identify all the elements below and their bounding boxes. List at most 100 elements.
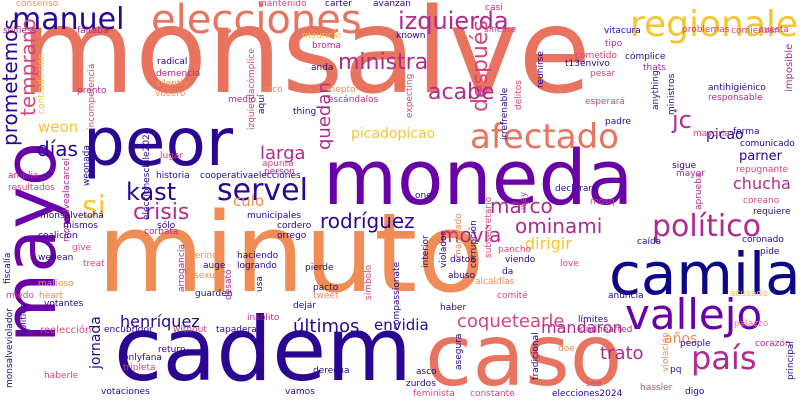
word-haciendo: haciendo (237, 251, 279, 261)
word-auge: auge (203, 261, 226, 271)
word-antihigienico: antihigiénico (708, 83, 766, 93)
word-consenso: consenso (16, 0, 59, 9)
word-tweet: tweet (313, 291, 339, 301)
word-casi: casi (485, 3, 503, 13)
word-cooperativaelecciones: cooperativaelecciones (200, 171, 301, 181)
word-movia: movía (440, 223, 502, 247)
word-padre: padre (605, 117, 631, 127)
word-radical: radical (157, 57, 188, 67)
word-corbata: corbata (144, 227, 179, 237)
word-merino: merino (186, 251, 218, 261)
word-inepto: inepto (327, 85, 356, 95)
word-envidia: envidia (374, 316, 429, 334)
word-escandalos: escándalos (328, 95, 379, 105)
word-heart: heart (39, 291, 63, 301)
word-way: way (519, 191, 529, 210)
word-tradicional: tradicional (531, 332, 541, 380)
word-camila: camila (609, 240, 800, 308)
word-resultados: resultados (8, 183, 55, 193)
word-caida: caída (637, 237, 662, 247)
word-caso: caso (425, 306, 623, 400)
word-derecha: derecha (313, 366, 350, 376)
word-cadem: cadem (114, 298, 413, 400)
word-dias: días (37, 137, 78, 161)
word-si: si (82, 190, 106, 225)
word-pronto: pronto (77, 86, 107, 96)
word-anything: anything (651, 70, 661, 110)
word-acusado: acusado (730, 289, 768, 299)
word-repugnante: repugnante (736, 165, 789, 175)
word-return: return (158, 345, 186, 355)
word-people: people (680, 339, 711, 349)
word-medio: medio (228, 95, 257, 105)
word-person: person (264, 167, 295, 177)
word-afectado: afectado (470, 117, 619, 157)
word-give: give (72, 243, 92, 253)
word-declarara: declarará (555, 184, 598, 194)
word-fiscalia: fiscalía (3, 252, 13, 284)
word-pacto: pacto (313, 283, 339, 293)
word-minuto: minuto (97, 189, 485, 317)
word-larga: larga (260, 143, 306, 164)
word-constante: constante (470, 389, 515, 399)
word-vocero: vocero (155, 89, 186, 99)
word-demencia: demencia (156, 69, 201, 79)
word-selfless: selfless (3, 26, 37, 36)
word-politica: política (19, 303, 29, 336)
word-see: see (586, 379, 602, 389)
word-reunirse: reunirse (536, 51, 546, 88)
word-culo: culo (233, 192, 265, 210)
word-tipo: tipo (605, 39, 623, 49)
word-complice: cómplice (625, 52, 666, 62)
word-doe: doe (558, 344, 575, 354)
word-mayor: mayor (676, 169, 705, 179)
word-alcaldias: alcaldías (475, 277, 515, 287)
word-weon: weon (38, 118, 79, 136)
word-crisis: crisis (133, 200, 190, 225)
word-trato: trato (600, 343, 644, 364)
word-mismos: mismos (63, 221, 98, 231)
word-picaodopicao: picadopicao (351, 126, 436, 142)
word-servel: servel (217, 173, 308, 208)
word-monsalve: monsalve (20, 0, 591, 120)
word-pq: pq (670, 365, 682, 375)
word-marco: marco (490, 194, 553, 218)
word-mafioso: mafioso (38, 279, 74, 289)
word-aprueba: aprueba (694, 172, 704, 210)
word-acabe: acabe (428, 80, 495, 105)
word-logrando: logrando (237, 261, 277, 271)
word-pancho: pancho (498, 245, 532, 255)
word-moneda: moneda (323, 133, 634, 222)
word-interior: interior (421, 235, 431, 268)
word-known: known (396, 31, 426, 41)
word-manejado: manejado (454, 213, 464, 258)
word-apunta: apunta (262, 159, 294, 169)
word-orrego: orrego (277, 231, 307, 241)
word-requiere: requiere (753, 207, 791, 217)
word-jornada: jornada (88, 316, 104, 369)
word-coreano: coreano (743, 196, 780, 206)
word-one: one (415, 191, 432, 201)
word-palazzo: palazzo (734, 319, 769, 329)
word-usa: usa (255, 276, 265, 292)
word-miedo: miedo (6, 291, 35, 301)
word-aqui: aquí (257, 94, 267, 114)
word-asco: asco (416, 367, 437, 377)
word-municipales: municipales (247, 211, 302, 221)
word-love: love (560, 259, 579, 269)
word-thats: thats (643, 63, 666, 73)
word-cordero: cordero (277, 221, 312, 231)
word-guarden: guarden (195, 289, 233, 299)
word-ultimos: últimos (293, 316, 360, 337)
word-anda: anda (311, 63, 334, 73)
word-comunicado: comunicado (740, 139, 795, 149)
word-vamos: vamos (285, 387, 315, 397)
word-digo: digo (685, 387, 705, 397)
word-ministra: ministra (338, 50, 429, 75)
word-silently: silently (156, 79, 189, 89)
word-manuel: manuel (12, 2, 125, 37)
word-chucha: chucha (733, 174, 791, 193)
word-sigue: sigue (672, 161, 697, 171)
word-responsable: responsable (708, 93, 763, 103)
